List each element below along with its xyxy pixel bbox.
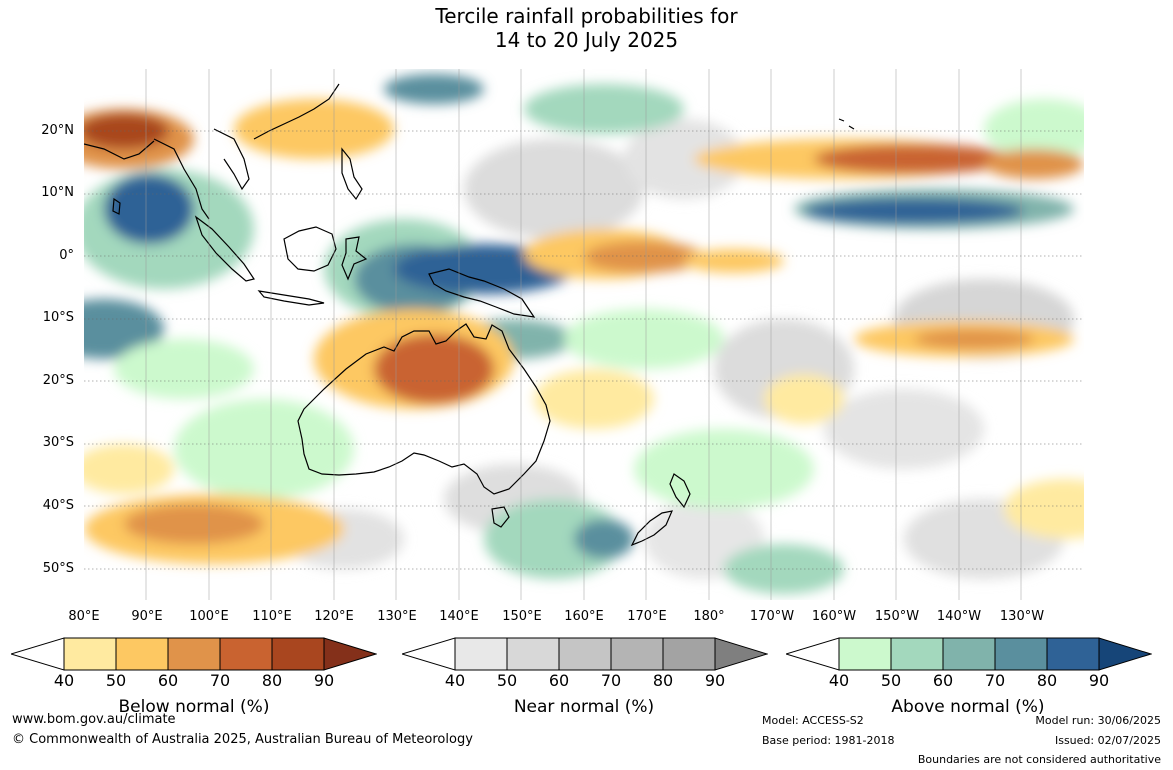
legend-swatch — [942, 637, 996, 671]
new-zealand-coast — [630, 473, 691, 547]
legend-above-tick: 60 — [932, 671, 954, 690]
legend-near-tick: 70 — [600, 671, 622, 690]
legend-near-tick: 50 — [496, 671, 518, 690]
legend-swatch — [838, 637, 892, 671]
lat-label-10s: 10°S — [42, 310, 74, 325]
legend-swatch — [890, 637, 944, 671]
above-normal-extend-arrow — [1098, 637, 1152, 671]
legend-near-tick: 60 — [548, 671, 570, 690]
legend-near-tick: 80 — [652, 671, 674, 690]
rainfall-probability-map — [84, 69, 1084, 600]
above-normal-swatches — [838, 637, 1100, 671]
lat-label-equator: 0° — [59, 248, 74, 263]
lon-label-100e: 100°E — [189, 609, 229, 624]
near-normal-extend-arrow — [714, 637, 768, 671]
legend-below-tick: 60 — [157, 671, 179, 690]
legend-swatch — [454, 637, 508, 671]
lon-label-110e: 110°E — [252, 609, 292, 624]
sri-lanka-coast — [112, 197, 121, 215]
lon-label-130w: 130°W — [999, 609, 1045, 624]
legend-below-tick: 80 — [261, 671, 283, 690]
legend-swatch — [271, 637, 325, 671]
title-line-1: Tercile rainfall probabilities for — [435, 4, 738, 28]
lon-label-130e: 130°E — [377, 609, 417, 624]
lon-label-180: 180° — [693, 609, 725, 624]
footer-disclaimer: Boundaries are not considered authoritat… — [917, 753, 1161, 766]
legend-above-tick: 80 — [1036, 671, 1058, 690]
footer-base-period: Base period: 1981-2018 — [762, 734, 895, 747]
lat-label-20n: 20°N — [41, 123, 74, 138]
tasmania-coast — [491, 506, 510, 528]
borneo-coast — [283, 226, 337, 272]
sulawesi-coast — [341, 236, 368, 281]
legend-below-normal-title: Below normal (%) — [118, 697, 270, 717]
legend-swatch — [115, 637, 169, 671]
lat-label-20s: 20°S — [42, 373, 74, 388]
legend-swatch — [558, 637, 612, 671]
near-normal-swatches — [454, 637, 716, 671]
legend-swatch — [1046, 637, 1100, 671]
legend-swatch — [167, 637, 221, 671]
lat-label-40s: 40°S — [42, 498, 74, 513]
footer-copyright: © Commonwealth of Australia 2025, Austra… — [12, 732, 473, 747]
java-coast — [257, 290, 325, 306]
footer-model-run: Model run: 30/06/2025 — [1035, 714, 1161, 727]
legend-near-normal-title: Near normal (%) — [513, 697, 655, 717]
hawaii-coast — [838, 118, 855, 130]
lon-label-150w: 150°W — [874, 609, 920, 624]
footer-issued: Issued: 02/07/2025 — [1054, 734, 1161, 747]
lon-label-140e: 140°E — [439, 609, 479, 624]
lat-label-50s: 50°S — [42, 561, 74, 576]
legend-swatch — [219, 637, 273, 671]
legend-near-tick: 90 — [704, 671, 726, 690]
legend-near-tick: 40 — [444, 671, 466, 690]
new-guinea-coast — [428, 268, 536, 318]
lon-label-160w: 160°W — [811, 609, 857, 624]
probability-field — [84, 74, 1084, 594]
philippines-coast — [341, 147, 363, 201]
lon-label-150e: 150°E — [502, 609, 542, 624]
lon-label-140w: 140°W — [936, 609, 982, 624]
lat-label-10n: 10°N — [41, 185, 74, 200]
title-line-2: 14 to 20 July 2025 — [494, 28, 679, 52]
lon-label-80e: 80°E — [68, 609, 100, 624]
map-title: Tercile rainfall probabilities for 14 to… — [0, 4, 1173, 52]
lon-label-120e: 120°E — [314, 609, 354, 624]
australia-coast — [297, 323, 551, 495]
legend-swatch — [610, 637, 664, 671]
footer-url: www.bom.gov.au/climate — [12, 712, 176, 727]
legend-above-tick: 70 — [984, 671, 1006, 690]
india-coast — [84, 140, 155, 160]
legend-swatch — [506, 637, 560, 671]
legend-below-normal-colorbar — [11, 637, 377, 671]
legend-above-tick: 50 — [880, 671, 902, 690]
legend-below-tick: 40 — [53, 671, 75, 690]
legend-below-tick: 50 — [105, 671, 127, 690]
legend-above-tick: 40 — [828, 671, 850, 690]
below-normal-swatches — [63, 637, 325, 671]
meridians — [145, 69, 1022, 600]
legend-near-normal-colorbar — [402, 637, 768, 671]
lon-label-90e: 90°E — [131, 609, 163, 624]
lat-label-30s: 30°S — [42, 435, 74, 450]
legend-above-normal-title: Above normal (%) — [891, 697, 1045, 717]
lon-label-170w: 170°W — [749, 609, 795, 624]
legend-swatch — [994, 637, 1048, 671]
lon-label-160e: 160°E — [564, 609, 604, 624]
legend-swatch — [662, 637, 716, 671]
legend-above-normal-colorbar — [786, 637, 1152, 671]
legend-below-tick: 90 — [313, 671, 335, 690]
legend-above-tick: 90 — [1088, 671, 1110, 690]
legend-swatch — [63, 637, 117, 671]
lon-label-170e: 170°E — [627, 609, 667, 624]
legend-below-tick: 70 — [209, 671, 231, 690]
footer-model: Model: ACCESS-S2 — [762, 714, 864, 727]
below-normal-extend-arrow — [323, 637, 377, 671]
